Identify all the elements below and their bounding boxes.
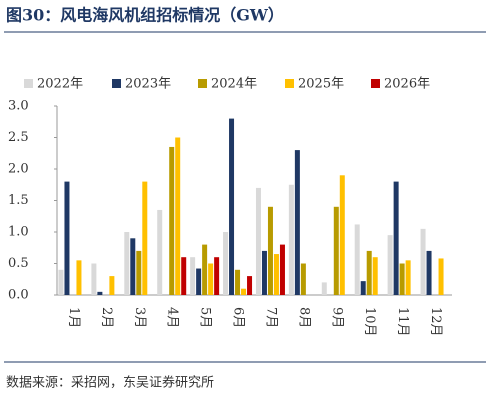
bar: [255, 187, 261, 295]
bar: [273, 254, 279, 295]
y-tick-label: 0.5: [8, 256, 29, 271]
bar: [366, 250, 372, 295]
bar: [181, 257, 187, 295]
bar: [339, 175, 345, 295]
x-tick-label: 7月: [263, 307, 278, 328]
legend-label: 2026年: [384, 77, 430, 92]
bar: [438, 258, 444, 295]
x-tick-label: 2月: [99, 307, 114, 328]
x-tick-label: 1月: [66, 307, 81, 328]
bar: [136, 250, 142, 295]
x-tick-label: 6月: [231, 307, 246, 328]
bar: [97, 291, 103, 295]
bar: [420, 228, 426, 295]
bar: [157, 209, 163, 295]
bar: [175, 137, 181, 295]
y-tick-label: 1.5: [8, 193, 29, 208]
bar: [372, 257, 378, 295]
x-tick-label: 5月: [198, 307, 213, 328]
bar: [223, 232, 229, 295]
y-tick-label: 0.0: [8, 288, 29, 303]
legend-swatch: [285, 79, 294, 88]
bar: [169, 146, 175, 295]
bar: [76, 260, 82, 295]
y-tick-label: 2.0: [8, 162, 29, 177]
bar: [354, 224, 360, 295]
legend-swatch: [112, 79, 121, 88]
bar: [294, 150, 300, 295]
bar: [229, 118, 235, 295]
legend-label: 2025年: [298, 77, 344, 92]
x-tick-label: 10月: [362, 307, 377, 337]
bar: [247, 276, 253, 295]
bar: [405, 260, 411, 295]
bar: [58, 269, 64, 295]
bar: [426, 250, 432, 295]
legend-label: 2023年: [125, 77, 171, 92]
x-tick-label: 9月: [329, 307, 344, 328]
bar: [196, 268, 202, 295]
chart-title: 图30：风电海风机组招标情况（GW）: [6, 6, 284, 25]
bar: [130, 238, 136, 295]
bar: [235, 269, 241, 295]
bar: [393, 181, 399, 295]
bar: [321, 282, 327, 295]
bar: [109, 276, 115, 295]
bar: [279, 244, 285, 295]
bar: [288, 184, 294, 295]
bar: [300, 263, 306, 295]
bar: [267, 206, 273, 295]
bar: [241, 288, 247, 295]
bar: [124, 232, 130, 295]
y-tick-label: 3.0: [8, 99, 29, 114]
bar: [399, 263, 405, 295]
bar: [214, 257, 220, 295]
bar: [360, 281, 366, 295]
bar: [333, 206, 339, 295]
bar: [202, 244, 208, 295]
legend-label: 2022年: [37, 77, 83, 92]
bar: [208, 263, 214, 295]
bar: [91, 263, 97, 295]
legend-swatch: [24, 79, 33, 88]
x-tick-label: 4月: [165, 307, 180, 328]
x-tick-label: 8月: [296, 307, 311, 328]
bar: [190, 257, 196, 295]
bar: [387, 235, 393, 295]
legend-swatch: [198, 79, 207, 88]
y-tick-label: 1.0: [8, 225, 29, 240]
legend-label: 2024年: [211, 77, 257, 92]
bar: [261, 250, 267, 295]
bar: [64, 181, 70, 295]
x-tick-label: 3月: [132, 307, 147, 328]
legend-swatch: [371, 79, 380, 88]
x-tick-label: 12月: [428, 307, 443, 337]
x-tick-label: 11月: [395, 307, 410, 337]
source: 数据来源：采招网，东吴证券研究所: [6, 375, 214, 391]
bar: [142, 181, 148, 295]
y-tick-label: 2.5: [8, 130, 29, 145]
